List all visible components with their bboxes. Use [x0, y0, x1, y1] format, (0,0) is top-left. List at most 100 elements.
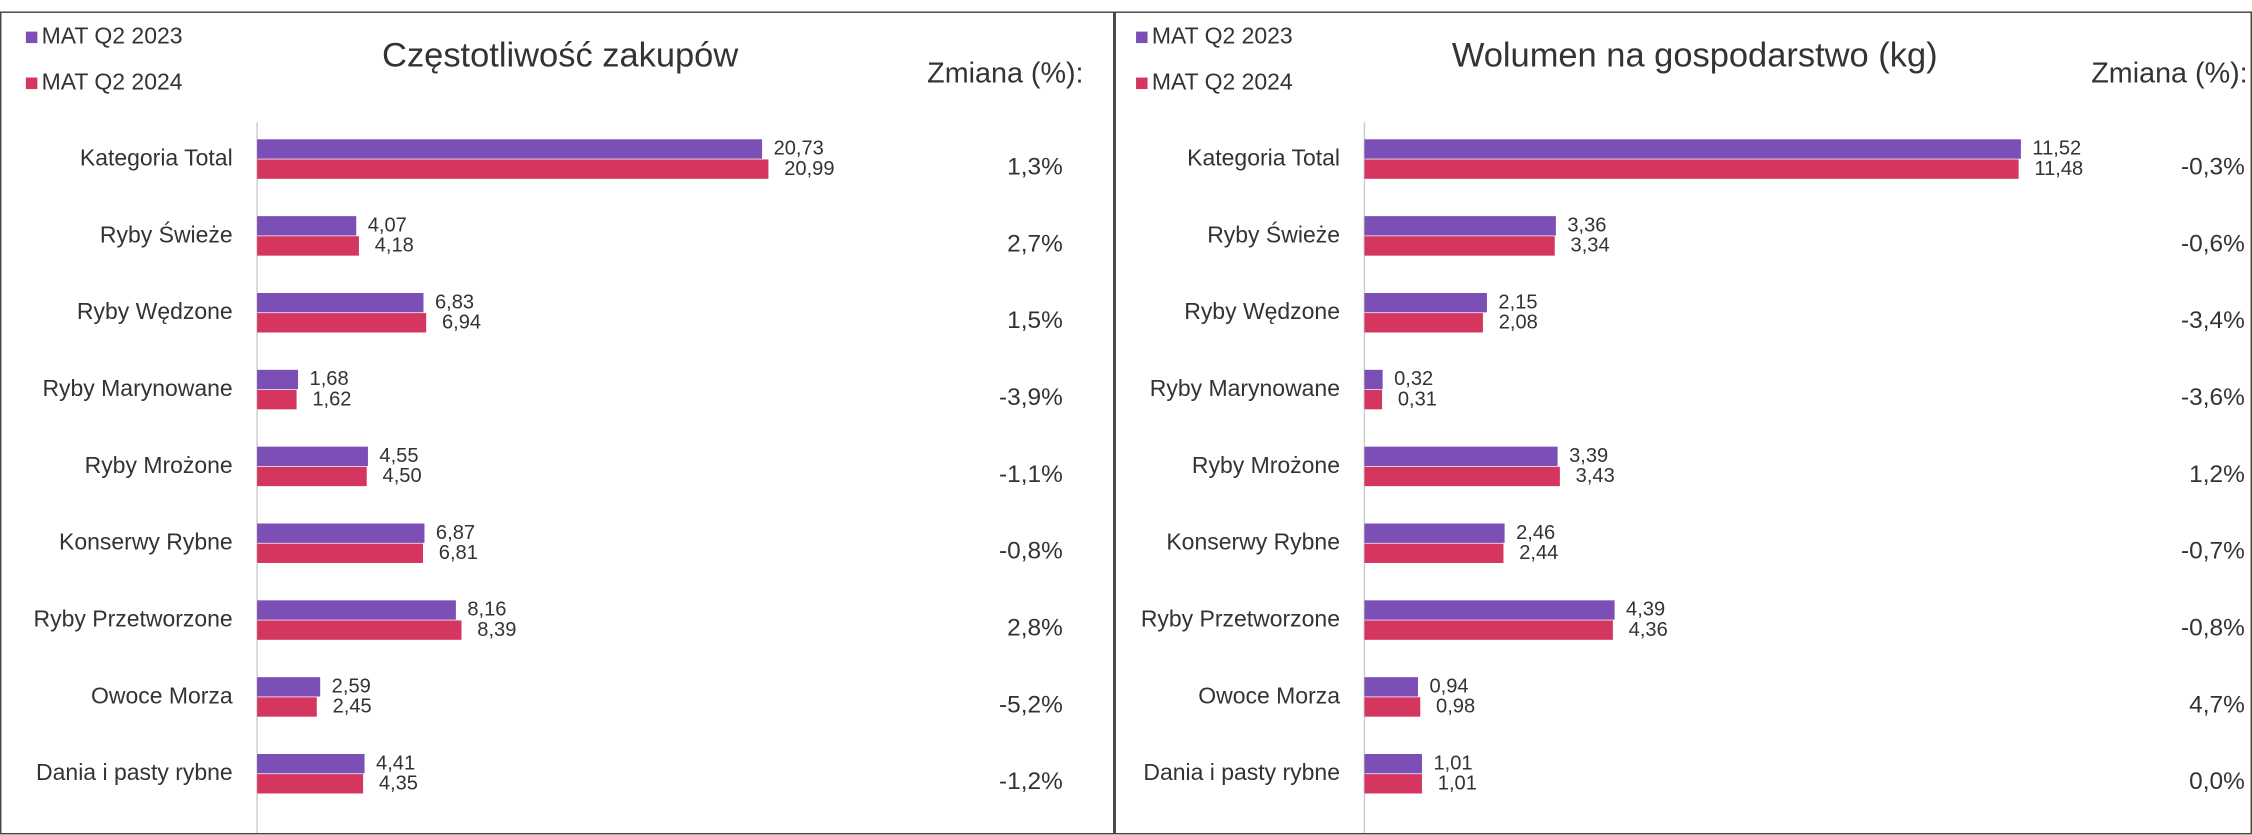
bar: [1364, 697, 1421, 717]
category-label: Ryby Wędzone: [77, 298, 233, 324]
bar: [257, 543, 423, 563]
change-label: -0,6%: [2181, 230, 2245, 257]
bar: [257, 313, 427, 333]
change-label: 1,5%: [1007, 307, 1063, 334]
value-label: 2,08: [1499, 311, 1538, 333]
value-label: 2,45: [333, 696, 372, 718]
legend-label: MAT Q2 2023: [42, 22, 183, 48]
category-label: Ryby Mrożone: [1192, 452, 1340, 478]
value-label: 3,43: [1576, 465, 1615, 487]
value-label: 20,73: [774, 138, 824, 160]
change-label: -5,2%: [999, 691, 1063, 718]
value-label: 0,94: [1429, 676, 1468, 698]
change-label: -0,7%: [2181, 538, 2245, 565]
value-label: 2,59: [332, 676, 371, 698]
category-label: Ryby Marynowane: [1150, 375, 1340, 401]
bar: [257, 159, 769, 179]
bar: [1364, 523, 1505, 543]
value-label: 1,62: [312, 388, 351, 410]
value-label: 6,83: [435, 291, 474, 313]
change-label: -3,4%: [2181, 307, 2245, 334]
value-label: 20,99: [784, 158, 834, 180]
bar: [257, 369, 299, 390]
value-label: 1,01: [1433, 752, 1472, 774]
category-label: Ryby Mrożone: [85, 452, 233, 478]
change-label: 0,0%: [2189, 768, 2245, 795]
bar: [257, 389, 297, 410]
value-label: 4,55: [379, 445, 418, 467]
change-label: 2,8%: [1007, 615, 1063, 642]
value-label: 3,39: [1569, 445, 1608, 467]
bar: [1364, 313, 1483, 333]
category-label: Kategoria Total: [1187, 144, 1340, 170]
bar: [257, 523, 425, 543]
category-label: Kategoria Total: [80, 144, 233, 170]
bar: [1364, 753, 1422, 774]
value-label: 6,94: [442, 311, 481, 333]
bar: [1364, 774, 1422, 794]
category-label: Ryby Świeże: [1207, 221, 1340, 247]
category-label: Dania i pasty rybne: [36, 759, 233, 785]
bar: [1364, 216, 1556, 236]
category-label: Konserwy Rybne: [1166, 529, 1340, 555]
change-label: -1,2%: [999, 768, 1063, 795]
bar: [1364, 600, 1615, 620]
value-label: 4,41: [376, 752, 415, 774]
legend-label: MAT Q2 2023: [1152, 22, 1293, 48]
legend-label: MAT Q2 2024: [1152, 68, 1293, 94]
change-label: -0,8%: [999, 538, 1063, 565]
value-label: 8,39: [477, 619, 516, 641]
category-label: Ryby Przetworzone: [1141, 605, 1340, 631]
chart-title: Wolumen na gospodarstwo (kg): [1452, 37, 1938, 75]
bar: [1364, 543, 1504, 563]
category-label: Owoce Morza: [1198, 682, 1340, 708]
chart-title: Częstotliwość zakupów: [382, 37, 738, 75]
change-label: -3,6%: [2181, 384, 2245, 411]
change-label: 2,7%: [1007, 230, 1063, 257]
bar: [257, 774, 364, 794]
bar: [1364, 389, 1383, 410]
value-label: 4,36: [1629, 619, 1668, 641]
bar: [1364, 466, 1560, 487]
bar: [257, 292, 424, 313]
value-label: 4,50: [383, 465, 422, 487]
value-label: 4,18: [375, 235, 414, 257]
value-label: 6,81: [439, 542, 478, 564]
change-label: -0,8%: [2181, 615, 2245, 642]
bar: [1364, 236, 1555, 256]
bar: [1364, 446, 1558, 467]
value-label: 3,34: [1571, 235, 1610, 257]
change-label: -3,9%: [999, 384, 1063, 411]
bar: [257, 466, 367, 487]
bar: [257, 677, 321, 697]
left-panel-border: [0, 11, 1115, 835]
category-label: Ryby Wędzone: [1184, 298, 1340, 324]
bar: [257, 620, 462, 640]
bar: [1364, 677, 1418, 697]
value-label: 1,01: [1438, 772, 1477, 794]
value-label: 0,32: [1394, 368, 1433, 390]
right-panel-border: [1114, 11, 2252, 835]
change-header: Zmiana (%):: [927, 57, 1083, 89]
category-label: Ryby Przetworzone: [34, 605, 233, 631]
bar: [257, 697, 317, 717]
change-header: Zmiana (%):: [2091, 57, 2247, 89]
category-label: Konserwy Rybne: [59, 529, 233, 555]
value-label: 11,48: [2034, 158, 2083, 180]
legend-swatch: [25, 77, 38, 90]
bar: [257, 600, 456, 620]
category-label: Owoce Morza: [91, 682, 233, 708]
value-label: 6,87: [436, 522, 475, 544]
bar: [257, 446, 368, 467]
value-label: 4,39: [1626, 599, 1665, 621]
value-label: 0,31: [1398, 388, 1437, 410]
legend-label: MAT Q2 2024: [42, 68, 183, 94]
legend-swatch: [1136, 77, 1148, 90]
value-label: 4,35: [379, 772, 418, 794]
value-label: 3,36: [1567, 215, 1606, 237]
bar: [1364, 620, 1613, 640]
bar: [1364, 159, 2019, 179]
legend-swatch: [1136, 31, 1148, 44]
category-label: Ryby Marynowane: [42, 375, 232, 401]
